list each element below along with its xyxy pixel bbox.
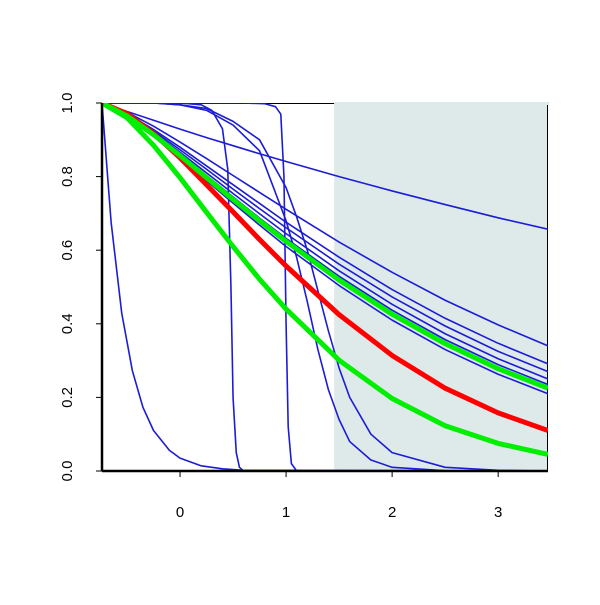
plot-area [102, 103, 548, 471]
series-line [102, 103, 548, 230]
y-tick-label: 0.4 [59, 313, 76, 334]
series-line [102, 103, 548, 471]
series-line [102, 103, 548, 457]
series-line [102, 103, 548, 391]
y-tick-label: 0.8 [59, 166, 76, 187]
x-tick-label: 2 [388, 504, 396, 521]
series-line [102, 103, 548, 347]
x-tick-label: 3 [494, 504, 502, 521]
series-line [102, 103, 548, 471]
x-tick-label: 0 [176, 504, 184, 521]
y-tick-label: 0.6 [59, 240, 76, 261]
x-tick-label: 1 [282, 504, 290, 521]
series-line [102, 103, 548, 365]
shaded-region [334, 103, 548, 471]
series-line [102, 103, 548, 471]
series-line [102, 103, 548, 471]
y-tick-label: 1.0 [59, 93, 76, 114]
series-line [102, 103, 548, 471]
y-tick-label: 0.0 [59, 461, 76, 482]
shade-over-frame [334, 102, 549, 105]
y-tick-label: 0.2 [59, 387, 76, 408]
